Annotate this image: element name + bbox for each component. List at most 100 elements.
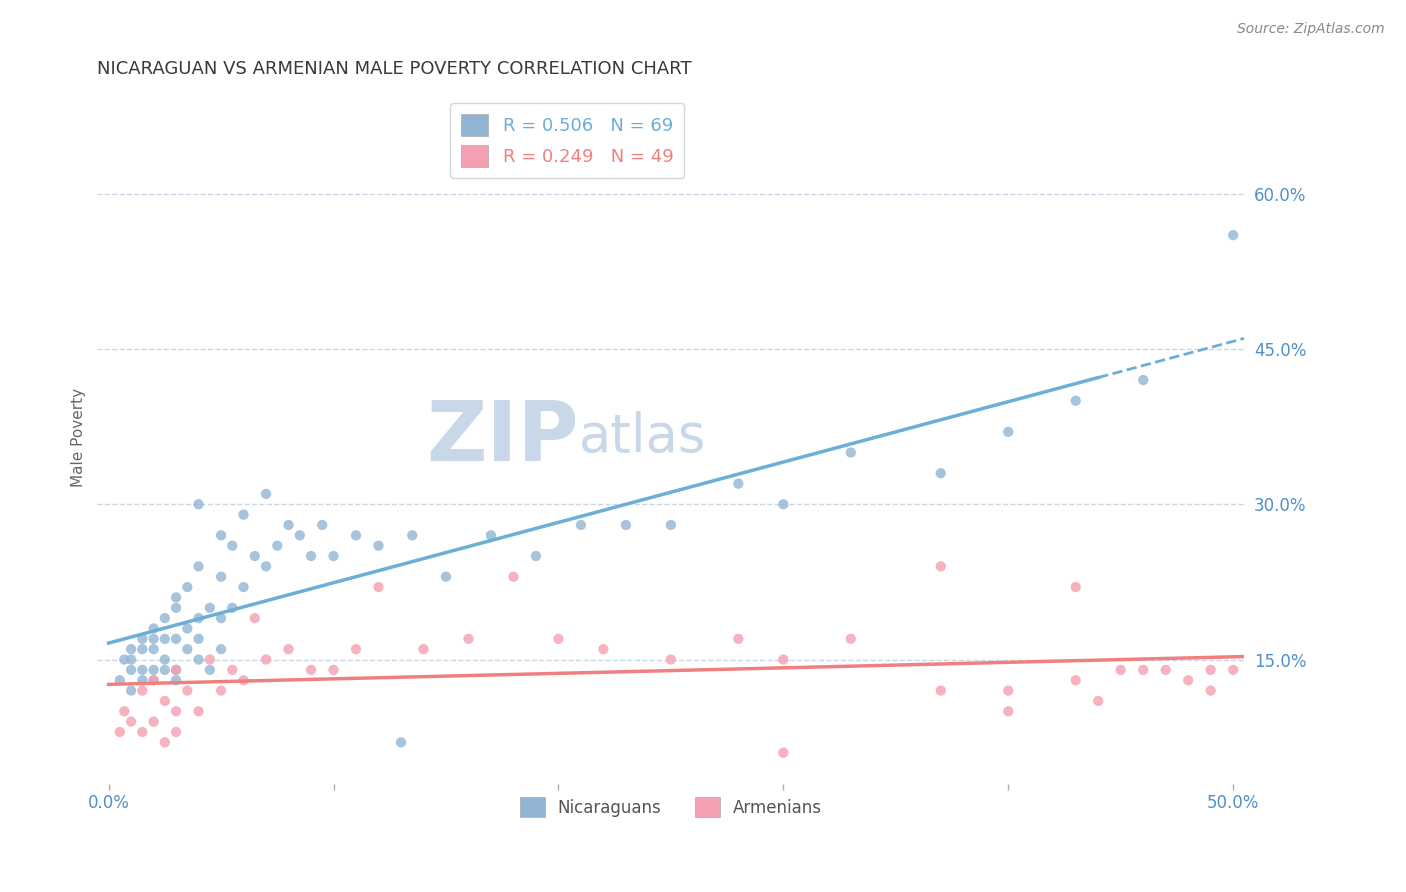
Point	[198, 663, 221, 677]
Point	[997, 683, 1019, 698]
Point	[479, 528, 502, 542]
Point	[1154, 663, 1177, 677]
Point	[187, 652, 209, 666]
Point	[120, 714, 142, 729]
Point	[277, 642, 299, 657]
Point	[142, 632, 165, 646]
Point	[108, 725, 131, 739]
Point	[614, 518, 637, 533]
Point	[198, 652, 221, 666]
Point	[165, 600, 187, 615]
Legend: Nicaraguans, Armenians: Nicaraguans, Armenians	[513, 790, 830, 824]
Point	[254, 559, 277, 574]
Point	[153, 694, 176, 708]
Point	[412, 642, 434, 657]
Point	[1064, 673, 1087, 688]
Point	[120, 642, 142, 657]
Point	[232, 508, 254, 522]
Point	[232, 580, 254, 594]
Point	[165, 632, 187, 646]
Point	[727, 632, 749, 646]
Point	[254, 652, 277, 666]
Point	[401, 528, 423, 542]
Point	[221, 663, 243, 677]
Point	[209, 570, 232, 584]
Point	[209, 528, 232, 542]
Point	[727, 476, 749, 491]
Point	[344, 642, 367, 657]
Point	[1064, 393, 1087, 408]
Point	[243, 611, 266, 625]
Point	[1222, 228, 1244, 243]
Point	[221, 600, 243, 615]
Point	[839, 632, 862, 646]
Point	[322, 663, 344, 677]
Point	[131, 632, 153, 646]
Point	[176, 580, 198, 594]
Point	[311, 518, 333, 533]
Point	[659, 652, 682, 666]
Point	[1199, 663, 1222, 677]
Text: Source: ZipAtlas.com: Source: ZipAtlas.com	[1237, 22, 1385, 37]
Point	[108, 673, 131, 688]
Point	[1132, 663, 1154, 677]
Point	[772, 497, 794, 511]
Point	[153, 632, 176, 646]
Point	[209, 642, 232, 657]
Point	[112, 652, 135, 666]
Point	[524, 549, 547, 563]
Point	[131, 683, 153, 698]
Point	[165, 663, 187, 677]
Point	[929, 467, 952, 481]
Point	[434, 570, 457, 584]
Point	[187, 497, 209, 511]
Point	[266, 539, 288, 553]
Point	[502, 570, 524, 584]
Point	[142, 663, 165, 677]
Point	[1109, 663, 1132, 677]
Point	[176, 642, 198, 657]
Point	[187, 559, 209, 574]
Point	[176, 622, 198, 636]
Point	[176, 683, 198, 698]
Point	[153, 652, 176, 666]
Point	[839, 445, 862, 459]
Point	[153, 663, 176, 677]
Point	[120, 683, 142, 698]
Point	[389, 735, 412, 749]
Point	[1132, 373, 1154, 387]
Point	[367, 580, 389, 594]
Point	[131, 642, 153, 657]
Y-axis label: Male Poverty: Male Poverty	[72, 387, 86, 486]
Point	[187, 704, 209, 718]
Point	[569, 518, 592, 533]
Point	[209, 683, 232, 698]
Point	[929, 683, 952, 698]
Point	[142, 673, 165, 688]
Point	[131, 725, 153, 739]
Text: atlas: atlas	[579, 411, 706, 463]
Point	[592, 642, 614, 657]
Point	[142, 642, 165, 657]
Point	[1222, 663, 1244, 677]
Point	[344, 528, 367, 542]
Point	[1199, 683, 1222, 698]
Point	[772, 652, 794, 666]
Point	[221, 539, 243, 553]
Text: NICARAGUAN VS ARMENIAN MALE POVERTY CORRELATION CHART: NICARAGUAN VS ARMENIAN MALE POVERTY CORR…	[97, 60, 692, 78]
Point	[187, 611, 209, 625]
Point	[288, 528, 311, 542]
Point	[367, 539, 389, 553]
Point	[165, 591, 187, 605]
Point	[232, 673, 254, 688]
Point	[142, 714, 165, 729]
Point	[165, 704, 187, 718]
Point	[1087, 694, 1109, 708]
Point	[322, 549, 344, 563]
Point	[153, 611, 176, 625]
Point	[299, 663, 322, 677]
Point	[1177, 673, 1199, 688]
Text: ZIP: ZIP	[426, 397, 579, 477]
Point	[165, 673, 187, 688]
Point	[929, 559, 952, 574]
